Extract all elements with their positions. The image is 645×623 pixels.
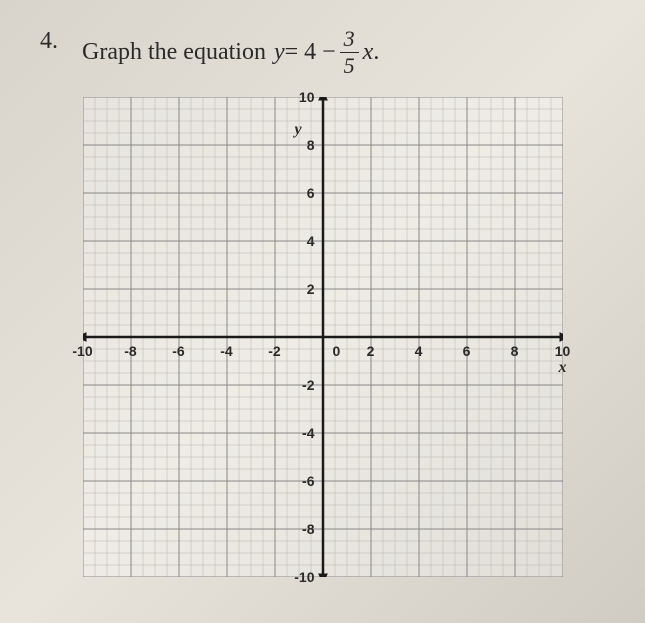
x-tick-label: -4 <box>220 343 232 359</box>
equation-suffix: . <box>373 39 379 66</box>
graph-container: -10-8-6-4-20246810-10-8-6-4-2246810yx <box>40 97 605 577</box>
grid-svg <box>83 97 563 577</box>
x-tick-label: 4 <box>415 343 423 359</box>
equation-fraction: 3 5 <box>340 28 359 77</box>
y-tick-label: 4 <box>307 233 315 249</box>
x-tick-label: -6 <box>172 343 184 359</box>
problem-number: 4. <box>40 28 58 55</box>
cartesian-grid: -10-8-6-4-20246810-10-8-6-4-2246810yx <box>83 97 563 577</box>
equation: y = 4 − 3 5 x . <box>274 28 379 77</box>
x-tick-label: 6 <box>463 343 471 359</box>
x-tick-label: -8 <box>124 343 136 359</box>
y-tick-label: -4 <box>302 425 314 441</box>
y-tick-label: 2 <box>307 281 315 297</box>
problem-header: 4. Graph the equation y = 4 − 3 5 x . <box>40 28 605 77</box>
x-tick-label: 10 <box>555 343 571 359</box>
y-tick-label: -8 <box>302 521 314 537</box>
x-tick-label: -10 <box>72 343 92 359</box>
y-tick-label: 6 <box>307 185 315 201</box>
problem-prompt: Graph the equation y = 4 − 3 5 x . <box>82 28 379 77</box>
x-axis-label: x <box>559 359 567 377</box>
equation-rhs-var: x <box>363 39 374 66</box>
y-axis-label: y <box>295 121 302 139</box>
fraction-denominator: 5 <box>340 53 359 77</box>
x-tick-label: 8 <box>511 343 519 359</box>
x-tick-label: -2 <box>268 343 280 359</box>
x-tick-label: 0 <box>333 343 341 359</box>
equation-eq: = 4 − <box>285 39 336 66</box>
prompt-prefix: Graph the equation <box>82 39 266 66</box>
y-tick-label: 8 <box>307 137 315 153</box>
equation-lhs: y <box>274 39 285 66</box>
fraction-numerator: 3 <box>340 28 359 53</box>
y-tick-label: -2 <box>302 377 314 393</box>
x-tick-label: 2 <box>367 343 375 359</box>
y-tick-label: 10 <box>299 89 315 105</box>
worksheet-page: 4. Graph the equation y = 4 − 3 5 x . -1… <box>0 0 645 623</box>
y-tick-label: -6 <box>302 473 314 489</box>
y-tick-label: -10 <box>294 569 314 585</box>
